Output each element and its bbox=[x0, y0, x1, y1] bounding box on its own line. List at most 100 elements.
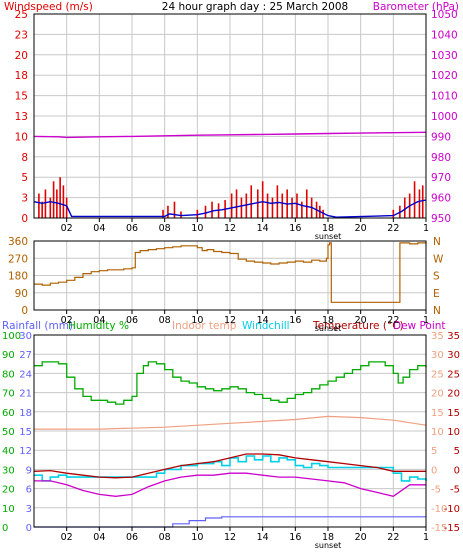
x-tick-label: 1 bbox=[423, 223, 429, 234]
x-tick-label: 22 bbox=[387, 532, 399, 543]
windspeed-tick-label: 3 bbox=[21, 193, 28, 205]
wind-direction-line bbox=[34, 242, 427, 303]
barometer-tick-label: 980 bbox=[431, 152, 451, 164]
windspeed-tick-label: 15 bbox=[15, 91, 28, 103]
indoor-temp-tick-label: -10 bbox=[431, 504, 447, 515]
direction-tick-label: 180 bbox=[8, 271, 28, 283]
temperature-tick-label: 25 bbox=[447, 369, 460, 380]
x-tick-label: 04 bbox=[93, 315, 105, 326]
rainfall-tick-label: 18 bbox=[19, 408, 32, 419]
barometer-tick-label: 1050 bbox=[431, 9, 458, 21]
x-tick-label: 10 bbox=[191, 315, 203, 326]
average-wind-line bbox=[33, 199, 427, 218]
barometer-tick-label: 970 bbox=[431, 172, 451, 184]
temperature-tick-label: 5 bbox=[454, 446, 460, 457]
sunset-label: sunset bbox=[315, 541, 342, 550]
barometer-tick-label: 1020 bbox=[431, 70, 458, 82]
windspeed-tick-label: 0 bbox=[21, 213, 28, 225]
rainfall-tick-label: 15 bbox=[19, 427, 32, 438]
x-tick-label: 10 bbox=[191, 223, 203, 234]
humidity-tick-label: 50 bbox=[2, 427, 15, 438]
direction-tick-label: 90 bbox=[15, 288, 28, 300]
indoor-temp-tick-label: -5 bbox=[431, 485, 441, 496]
humidity-tick-label: 40 bbox=[2, 446, 15, 457]
humidity-tick-label: 100 bbox=[2, 331, 21, 342]
temperature-tick-label: 30 bbox=[447, 350, 460, 361]
x-tick-label: 10 bbox=[191, 532, 203, 543]
windspeed-tick-label: 20 bbox=[15, 50, 28, 62]
x-tick-label: 18 bbox=[322, 532, 334, 543]
rainfall-tick-label: 12 bbox=[19, 446, 32, 457]
indoor-temp-tick-label: 35 bbox=[431, 331, 444, 342]
tick-labels-layer: 02 04 06 08 10 12 14 16 18 20 22 1sunset03581013151… bbox=[2, 9, 460, 550]
rainfall-tick-label: 3 bbox=[26, 504, 32, 515]
sunset-label: sunset bbox=[315, 324, 342, 333]
temperature-tick-label: 0 bbox=[454, 465, 460, 476]
x-tick-label: 22 bbox=[387, 223, 399, 234]
x-tick-label: 20 bbox=[355, 315, 367, 326]
barometer-tick-label: 1040 bbox=[431, 29, 458, 41]
direction-tick-label: 0 bbox=[21, 305, 28, 317]
rainfall-tick-label: 27 bbox=[19, 350, 32, 361]
x-tick-label: 14 bbox=[257, 223, 269, 234]
x-tick-label: 1 bbox=[423, 532, 429, 543]
barometer-tick-label: 1010 bbox=[431, 91, 458, 103]
x-tick-label: 02 bbox=[61, 223, 73, 234]
indoor-temp-tick-label: 25 bbox=[431, 369, 444, 380]
series-layer bbox=[33, 131, 427, 528]
humidity-tick-label: 10 bbox=[2, 504, 15, 515]
legend-humidity: Humidity % bbox=[68, 320, 129, 332]
barometer-axis-label: Barometer (hPa) bbox=[373, 1, 459, 13]
x-tick-label: 22 bbox=[387, 315, 399, 326]
humidity-tick-label: 90 bbox=[2, 350, 15, 361]
humidity-tick-label: 30 bbox=[2, 465, 15, 476]
humidity-tick-label: 0 bbox=[2, 523, 8, 534]
temperature-tick-label: -15 bbox=[444, 523, 460, 534]
legend-temperature: Temperature (°C) bbox=[312, 320, 404, 332]
x-tick-label: 02 bbox=[61, 532, 73, 543]
rainfall-tick-label: 9 bbox=[26, 465, 32, 476]
x-tick-label: 08 bbox=[159, 223, 171, 234]
x-tick-label: 18 bbox=[322, 223, 334, 234]
legend-rainfall: Rainfall (mm) bbox=[2, 320, 73, 332]
humidity-tick-label: 80 bbox=[2, 369, 15, 380]
wind-direction-panel-frame bbox=[33, 240, 427, 311]
indoor-temp-tick-label: 15 bbox=[431, 408, 444, 419]
barometer-tick-label: 950 bbox=[431, 213, 451, 225]
x-tick-label: 16 bbox=[289, 223, 301, 234]
windspeed-tick-label: 10 bbox=[15, 131, 28, 143]
x-tick-label: 16 bbox=[289, 532, 301, 543]
indoor-temp-line bbox=[34, 415, 427, 430]
rainfall-tick-label: 24 bbox=[19, 369, 32, 380]
windspeed-tick-label: 8 bbox=[21, 152, 28, 164]
x-tick-label: 12 bbox=[224, 223, 236, 234]
x-tick-label: 04 bbox=[93, 532, 105, 543]
x-tick-label: 12 bbox=[224, 315, 236, 326]
x-tick-label: 06 bbox=[126, 532, 138, 543]
barometer-tick-label: 1030 bbox=[431, 50, 458, 62]
x-tick-label: 08 bbox=[159, 315, 171, 326]
humidity-tick-label: 60 bbox=[2, 408, 15, 419]
temperature-tick-label: -10 bbox=[444, 504, 460, 515]
compass-tick-label: E bbox=[433, 288, 440, 300]
temperature-panel-frame bbox=[33, 334, 427, 528]
temperature-tick-label: 15 bbox=[447, 408, 460, 419]
compass-tick-label: W bbox=[433, 253, 444, 265]
x-tick-label: 12 bbox=[224, 532, 236, 543]
dew-point-line bbox=[34, 472, 426, 498]
x-tick-label: 20 bbox=[355, 223, 367, 234]
direction-tick-label: 270 bbox=[8, 253, 28, 265]
x-tick-label: 06 bbox=[126, 315, 138, 326]
humidity-tick-label: 70 bbox=[2, 389, 15, 400]
indoor-temp-tick-label: -15 bbox=[431, 523, 447, 534]
rainfall-tick-label: 21 bbox=[19, 389, 32, 400]
chart-title: 24 hour graph day : 25 March 2008 bbox=[162, 1, 348, 13]
humidity-line bbox=[34, 361, 427, 405]
windspeed-tick-label: 18 bbox=[15, 70, 28, 82]
x-tick-label: 18 bbox=[322, 315, 334, 326]
indoor-temp-tick-label: 10 bbox=[431, 427, 444, 438]
windspeed-tick-label: 13 bbox=[15, 111, 28, 123]
compass-tick-label: N bbox=[433, 236, 441, 248]
wind-barometer-panel-frame bbox=[33, 13, 427, 219]
